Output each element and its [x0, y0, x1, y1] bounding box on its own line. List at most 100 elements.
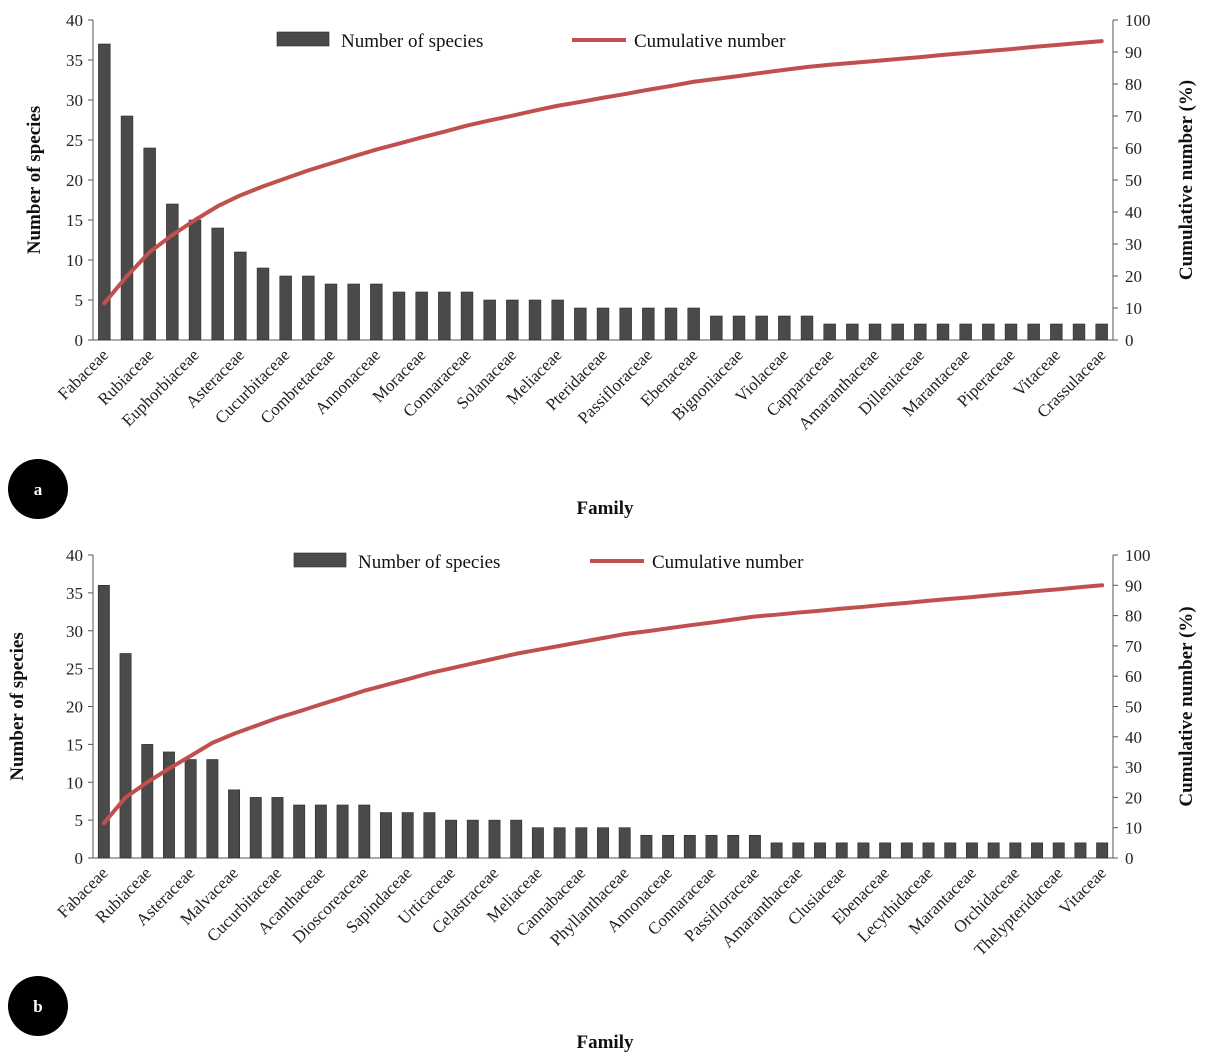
bar [510, 819, 523, 859]
y-tick-label: 5 [75, 811, 84, 830]
bar [206, 759, 219, 859]
bar [163, 751, 175, 859]
bar [256, 267, 270, 341]
bar [1052, 842, 1065, 859]
legend-bar-swatch [293, 552, 347, 568]
legend-bar-label: Number of species [358, 552, 500, 573]
bar [922, 842, 935, 859]
bar [423, 812, 436, 859]
bar [596, 307, 610, 341]
bar [1009, 842, 1022, 859]
bar [401, 812, 414, 859]
y-tick-label: 40 [66, 546, 83, 565]
panel-label: a [34, 480, 43, 499]
bar [748, 834, 761, 859]
bar [98, 43, 111, 341]
bar [770, 842, 783, 859]
bar [380, 812, 392, 859]
bar [1096, 842, 1109, 859]
legend-bar-swatch [276, 31, 330, 47]
y-tick-label: 25 [66, 131, 83, 150]
y2-tick-label: 50 [1125, 698, 1142, 717]
bar [528, 299, 542, 341]
bar [1031, 842, 1043, 859]
bar [618, 827, 631, 859]
bar [141, 744, 154, 859]
bar [1004, 323, 1018, 341]
bar [249, 797, 262, 859]
y2-axis-title: Cumulative number (%) [1176, 606, 1197, 806]
bar [506, 299, 519, 341]
bar [466, 819, 479, 859]
y-axis-title: Number of species [7, 632, 28, 780]
legend-line-label: Cumulative number [652, 552, 804, 573]
y2-tick-label: 40 [1125, 203, 1142, 222]
y2-tick-label: 40 [1125, 728, 1142, 747]
bar [531, 827, 544, 859]
bar [553, 827, 566, 859]
y2-tick-label: 30 [1125, 235, 1142, 254]
y-tick-label: 20 [66, 171, 83, 190]
bar [1050, 323, 1063, 341]
bar [324, 283, 338, 341]
bar [234, 251, 247, 341]
bar [944, 842, 957, 859]
bar [460, 291, 474, 341]
bar [987, 842, 1000, 859]
chart-panel-a: 0 5 10 15 20 25 30 35 40 0 10 20 30 40 50 60 70 80 90 100 Fa… [8, 11, 1197, 519]
bar [1095, 323, 1108, 341]
bar [982, 323, 995, 341]
bar [358, 804, 371, 859]
y2-tick-label: 70 [1125, 107, 1142, 126]
bar [868, 323, 882, 341]
bar [574, 307, 587, 341]
bar [488, 819, 501, 859]
bar [727, 834, 740, 859]
y-tick-label: 20 [66, 698, 83, 717]
bar [314, 804, 327, 859]
bar [438, 291, 451, 341]
bar [662, 834, 675, 859]
legend-bar-label: Number of species [341, 31, 483, 52]
y2-tick-label: 80 [1125, 75, 1142, 94]
bar [792, 842, 805, 859]
chart-panel-b: 0 5 10 15 20 25 30 35 40 0 10 20 30 40 50 60 70 80 90 100 Fa… [7, 546, 1197, 1053]
bar [347, 283, 360, 341]
y2-tick-label: 90 [1125, 576, 1142, 595]
cumulative-line [102, 39, 1104, 306]
bar [857, 842, 870, 859]
bar [188, 219, 202, 341]
bar [119, 653, 132, 859]
bar [211, 227, 224, 341]
bar [1027, 323, 1040, 341]
y-tick-label: 15 [66, 211, 83, 230]
y-tick-label: 35 [66, 584, 83, 603]
bar [97, 584, 110, 859]
bar [619, 307, 632, 341]
y-tick-label: 30 [66, 91, 83, 110]
bar [551, 299, 564, 341]
y2-axis-title: Cumulative number (%) [1176, 80, 1197, 280]
bar [1074, 842, 1087, 859]
x-axis-title: Family [577, 498, 634, 519]
bar [597, 827, 609, 859]
x-axis-title: Family [577, 1032, 634, 1053]
bar [914, 323, 927, 341]
y2-tick-label: 50 [1125, 171, 1142, 190]
y2-tick-label: 60 [1125, 139, 1142, 158]
bar [936, 323, 950, 341]
bar [143, 147, 156, 341]
bar [835, 842, 848, 859]
y2-tick-label: 80 [1125, 607, 1142, 626]
bar [879, 842, 892, 859]
bar [120, 115, 134, 341]
y-tick-label: 10 [66, 773, 83, 792]
bar [302, 275, 315, 341]
y-tick-label: 35 [66, 51, 83, 70]
y2-tick-label: 10 [1125, 299, 1142, 318]
y-tick-label: 30 [66, 622, 83, 641]
bar [483, 299, 496, 341]
bar [778, 315, 791, 341]
y-tick-label: 0 [75, 331, 84, 350]
bar [370, 283, 383, 341]
